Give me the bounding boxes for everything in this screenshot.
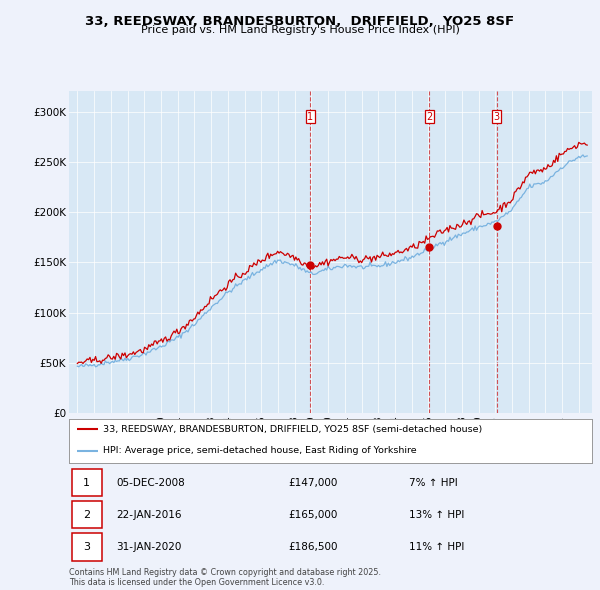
Text: 13% ↑ HPI: 13% ↑ HPI: [409, 510, 464, 520]
Text: £186,500: £186,500: [289, 542, 338, 552]
Text: Contains HM Land Registry data © Crown copyright and database right 2025.
This d: Contains HM Land Registry data © Crown c…: [69, 568, 381, 587]
Text: Price paid vs. HM Land Registry's House Price Index (HPI): Price paid vs. HM Land Registry's House …: [140, 25, 460, 35]
Text: 05-DEC-2008: 05-DEC-2008: [116, 478, 185, 488]
Text: £165,000: £165,000: [289, 510, 338, 520]
Text: HPI: Average price, semi-detached house, East Riding of Yorkshire: HPI: Average price, semi-detached house,…: [103, 446, 416, 455]
Text: 33, REEDSWAY, BRANDESBURTON,  DRIFFIELD,  YO25 8SF: 33, REEDSWAY, BRANDESBURTON, DRIFFIELD, …: [85, 15, 515, 28]
Text: 33, REEDSWAY, BRANDESBURTON, DRIFFIELD, YO25 8SF (semi-detached house): 33, REEDSWAY, BRANDESBURTON, DRIFFIELD, …: [103, 425, 482, 434]
Text: 31-JAN-2020: 31-JAN-2020: [116, 542, 181, 552]
Text: 7% ↑ HPI: 7% ↑ HPI: [409, 478, 458, 488]
Text: 1: 1: [83, 478, 90, 488]
Text: 3: 3: [83, 542, 90, 552]
FancyBboxPatch shape: [71, 469, 102, 496]
Text: 11% ↑ HPI: 11% ↑ HPI: [409, 542, 464, 552]
Text: £147,000: £147,000: [289, 478, 338, 488]
Text: 2: 2: [426, 112, 433, 122]
FancyBboxPatch shape: [71, 501, 102, 529]
Text: 1: 1: [307, 112, 313, 122]
Text: 22-JAN-2016: 22-JAN-2016: [116, 510, 182, 520]
FancyBboxPatch shape: [71, 533, 102, 560]
Text: 2: 2: [83, 510, 91, 520]
Text: 3: 3: [494, 112, 500, 122]
